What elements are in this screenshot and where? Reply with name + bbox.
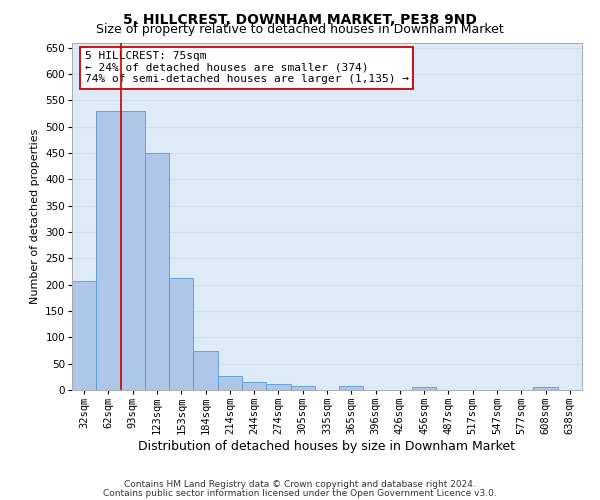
- Bar: [193, 350, 218, 390]
- Bar: [412, 387, 436, 390]
- Bar: [339, 386, 364, 390]
- Text: 5, HILLCREST, DOWNHAM MARKET, PE38 9ND: 5, HILLCREST, DOWNHAM MARKET, PE38 9ND: [123, 12, 477, 26]
- Y-axis label: Number of detached properties: Number of detached properties: [30, 128, 40, 304]
- Text: 5 HILLCREST: 75sqm
← 24% of detached houses are smaller (374)
74% of semi-detach: 5 HILLCREST: 75sqm ← 24% of detached hou…: [85, 51, 409, 84]
- Bar: [290, 386, 315, 390]
- Bar: [96, 111, 121, 390]
- Bar: [169, 278, 193, 390]
- Text: Size of property relative to detached houses in Downham Market: Size of property relative to detached ho…: [96, 22, 504, 36]
- Bar: [533, 388, 558, 390]
- Bar: [218, 376, 242, 390]
- Bar: [121, 111, 145, 390]
- Text: Contains HM Land Registry data © Crown copyright and database right 2024.: Contains HM Land Registry data © Crown c…: [124, 480, 476, 489]
- Text: Contains public sector information licensed under the Open Government Licence v3: Contains public sector information licen…: [103, 488, 497, 498]
- X-axis label: Distribution of detached houses by size in Downham Market: Distribution of detached houses by size …: [139, 440, 515, 453]
- Bar: [145, 153, 169, 390]
- Bar: [242, 382, 266, 390]
- Bar: [72, 281, 96, 390]
- Bar: [266, 384, 290, 390]
